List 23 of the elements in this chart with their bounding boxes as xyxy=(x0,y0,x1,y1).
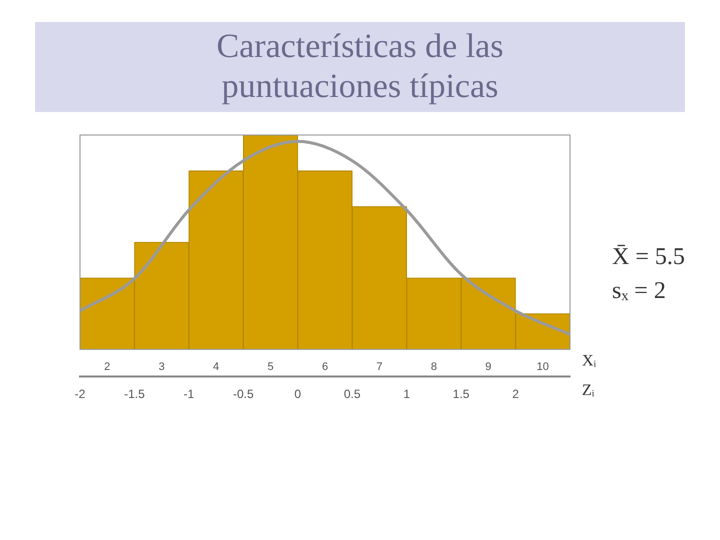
x2-tick-label: -1 xyxy=(184,387,195,402)
text: X̄ = 5.5 xyxy=(612,243,685,272)
x2-tick-label: 0.5 xyxy=(344,387,361,402)
x-axis-title: Xᵢ xyxy=(582,352,597,370)
x2-tick-label: 1.5 xyxy=(452,387,470,402)
x-tick-label: 6 xyxy=(322,361,328,374)
text: sₓ = 2 xyxy=(612,277,667,306)
x-tick-label: 10 xyxy=(536,361,549,374)
chart-title: Características de las puntuaciones típicas xyxy=(35,22,685,112)
x-tick-label: 3 xyxy=(158,361,165,374)
x-tick-label: 7 xyxy=(376,361,383,374)
x2-tick-label: -0.5 xyxy=(232,387,254,402)
x2-tick-label: 2 xyxy=(512,387,520,402)
x2-tick-label: 0 xyxy=(294,387,302,402)
x-tick-label: 2 xyxy=(104,361,110,374)
x-tick-label: 5 xyxy=(267,361,274,374)
x2-tick-label: 1 xyxy=(403,387,410,402)
x-tick-label: 9 xyxy=(485,361,492,374)
x2-tick-label: -2 xyxy=(74,387,86,402)
x-tick-label: 8 xyxy=(430,361,437,374)
x2-axis-title: Zᵢ xyxy=(582,382,595,399)
x-tick-label: 4 xyxy=(213,361,220,374)
x2-tick-label: -1.5 xyxy=(124,387,146,402)
